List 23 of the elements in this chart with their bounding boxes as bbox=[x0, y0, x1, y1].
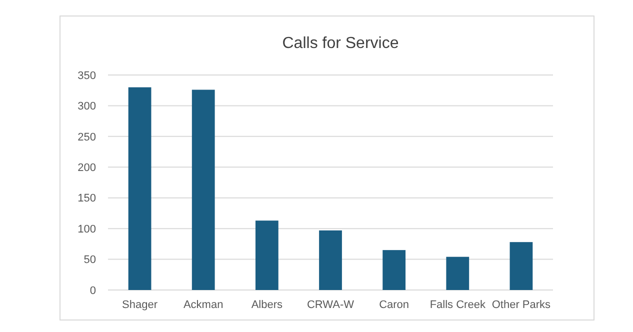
bar bbox=[192, 90, 215, 290]
y-tick-label: 0 bbox=[90, 284, 96, 297]
x-tick-label: CRWA-W bbox=[306, 299, 355, 311]
x-tick-label: Shager bbox=[122, 299, 158, 311]
y-tick-label: 50 bbox=[84, 254, 96, 266]
x-tick-label: Albers bbox=[251, 299, 284, 311]
y-tick-label: 100 bbox=[78, 223, 96, 236]
y-tick-label: 300 bbox=[78, 100, 96, 113]
bar bbox=[446, 256, 470, 290]
chart-title: Calls for Service bbox=[282, 35, 399, 52]
x-tick-label: Caron bbox=[379, 299, 410, 311]
x-tick-label: Ackman bbox=[183, 299, 224, 311]
x-tick-label: Falls Creek bbox=[430, 299, 486, 311]
bar bbox=[319, 230, 342, 290]
bar bbox=[382, 250, 406, 290]
bar bbox=[510, 242, 533, 290]
bar bbox=[255, 220, 278, 290]
y-tick-label: 350 bbox=[78, 70, 96, 82]
y-tick-label: 150 bbox=[78, 192, 96, 205]
y-tick-label: 250 bbox=[78, 131, 96, 144]
y-tick-label: 200 bbox=[78, 162, 96, 174]
bar bbox=[128, 87, 152, 290]
x-tick-label: Other Parks bbox=[492, 299, 552, 311]
